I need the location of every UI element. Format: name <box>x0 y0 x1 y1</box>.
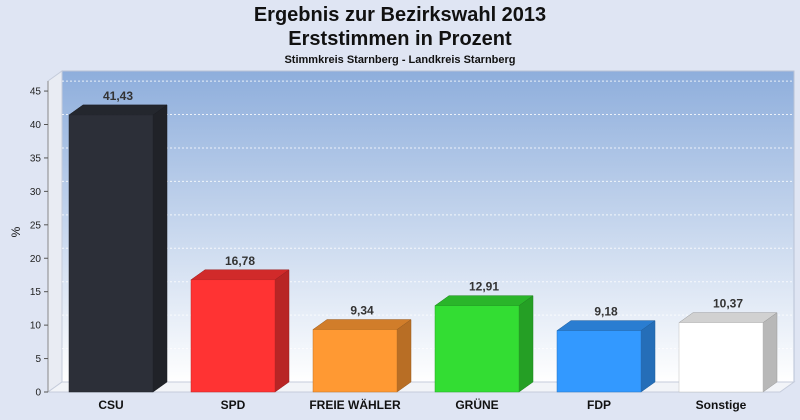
bar-top <box>312 319 412 330</box>
y-tick-label: 30 <box>30 187 42 198</box>
x-tick-label: SPD <box>221 398 246 412</box>
bar-side <box>640 320 656 393</box>
y-tick-label: 5 <box>35 354 41 365</box>
y-tick-label: 10 <box>30 321 42 332</box>
bar-top <box>556 320 656 331</box>
data-label: 16,78 <box>225 254 255 268</box>
bar <box>556 320 656 393</box>
x-tick-label: Sonstige <box>696 398 747 412</box>
data-label: 9,18 <box>594 305 618 319</box>
x-tick-label: FDP <box>587 398 611 412</box>
y-tick-label: 20 <box>30 254 42 265</box>
chart-subtitle: Erststimmen in Prozent <box>288 28 512 50</box>
bar-top <box>190 269 290 281</box>
data-label: 9,34 <box>350 304 374 318</box>
bar-side <box>396 319 412 393</box>
data-label: 41,43 <box>103 89 133 103</box>
plot-background <box>61 70 795 383</box>
y-axis-label: % <box>9 226 23 237</box>
plot-side-wall <box>47 70 63 393</box>
bar <box>678 312 778 393</box>
bar-front <box>556 330 642 393</box>
chart-title: Ergebnis zur Bezirkswahl 2013 <box>253 4 547 26</box>
bar <box>434 295 534 393</box>
bar <box>190 269 290 393</box>
bar-front <box>68 114 154 393</box>
bar-side <box>762 312 778 393</box>
bar-top <box>434 295 534 306</box>
chart-caption: Stimmkreis Starnberg - Landkreis Starnbe… <box>284 54 516 66</box>
bar-front <box>434 305 520 393</box>
data-label: 10,37 <box>713 297 743 311</box>
y-tick-label: 35 <box>30 153 42 164</box>
bar-side <box>152 104 168 393</box>
y-tick-label: 25 <box>30 220 42 231</box>
bar <box>68 104 168 393</box>
x-tick-label: FREIE WÄHLER <box>309 397 401 412</box>
y-tick-label: 0 <box>35 388 41 399</box>
bar-top <box>678 312 778 323</box>
bar-side <box>274 269 290 393</box>
bar-front <box>312 329 398 393</box>
data-label: 12,91 <box>469 280 499 294</box>
y-tick-label: 45 <box>30 87 42 98</box>
x-tick-label: CSU <box>98 398 123 412</box>
bar-front <box>190 279 276 393</box>
bar <box>312 319 412 393</box>
y-tick-label: 40 <box>30 120 42 131</box>
bar-front <box>678 322 764 393</box>
bar-top <box>68 104 168 116</box>
y-tick-label: 15 <box>30 287 42 298</box>
x-tick-label: GRÜNE <box>455 397 498 412</box>
bar-side <box>518 295 534 393</box>
